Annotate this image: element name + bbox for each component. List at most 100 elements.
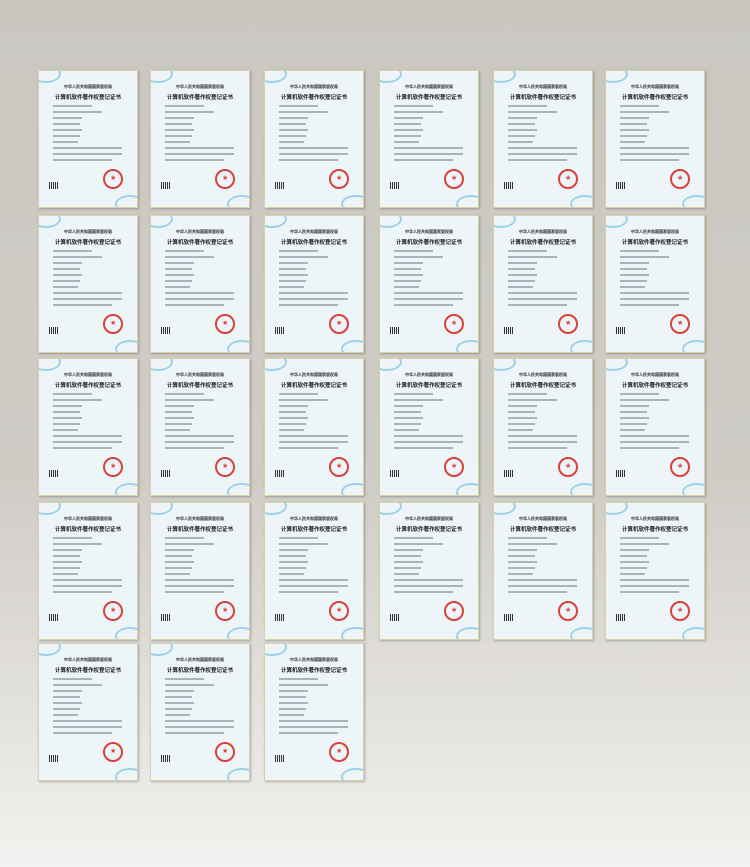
text-line — [394, 561, 424, 563]
text-line — [394, 549, 424, 551]
text-line — [279, 147, 348, 149]
text-line — [508, 135, 536, 137]
text-line — [279, 405, 309, 407]
text-line — [279, 399, 328, 401]
text-line — [508, 579, 577, 581]
text-line — [53, 411, 81, 413]
text-line — [394, 147, 463, 149]
text-line — [53, 250, 93, 252]
text-line — [620, 262, 650, 264]
text-line — [508, 591, 567, 593]
text-line — [279, 141, 305, 143]
text-line — [165, 690, 195, 692]
text-line — [279, 111, 328, 113]
barcode — [161, 327, 170, 334]
text-line — [279, 567, 307, 569]
issuer-text: 中华人民共和国国家版权局 — [290, 229, 338, 234]
text-line — [53, 292, 122, 294]
certificate-title: 计算机软件著作权登记证书 — [621, 383, 688, 389]
text-line — [165, 405, 195, 407]
issuer-text: 中华人民共和国国家版权局 — [64, 657, 112, 662]
text-line — [53, 274, 83, 276]
text-line — [620, 585, 689, 587]
red-seal-icon: ★ — [329, 742, 349, 762]
text-line — [165, 720, 234, 722]
text-line — [165, 696, 193, 698]
text-line — [53, 262, 83, 264]
text-line — [394, 298, 463, 300]
certificate: 中华人民共和国国家版权局 计算机软件著作权登记证书 ★ — [493, 502, 593, 640]
text-line — [53, 123, 81, 125]
text-line — [394, 435, 463, 437]
certificate: 中华人民共和国国家版权局 计算机软件著作权登记证书 ★ — [493, 215, 593, 353]
issuer-text: 中华人民共和国国家版权局 — [290, 516, 338, 521]
text-line — [53, 678, 93, 680]
red-seal-icon: ★ — [215, 314, 235, 334]
text-line — [165, 555, 193, 557]
text-line — [620, 123, 648, 125]
text-line — [53, 714, 79, 716]
text-line — [53, 135, 81, 137]
red-seal-icon: ★ — [670, 314, 690, 334]
text-line — [53, 141, 79, 143]
text-line — [620, 393, 660, 395]
red-seal-icon: ★ — [670, 169, 690, 189]
text-line — [394, 129, 424, 131]
issuer-text: 中华人民共和国国家版权局 — [64, 516, 112, 521]
text-line — [279, 714, 305, 716]
text-line — [53, 690, 83, 692]
text-line — [620, 429, 646, 431]
text-line — [165, 429, 191, 431]
text-line — [620, 286, 646, 288]
certificate-title: 计算机软件著作权登记证书 — [280, 527, 347, 533]
text-line — [508, 393, 548, 395]
text-line — [53, 256, 102, 258]
text-line — [620, 292, 689, 294]
text-line — [279, 585, 348, 587]
text-line — [394, 579, 463, 581]
certificate: 中华人民共和国国家版权局 计算机软件著作权登记证书 ★ — [379, 502, 479, 640]
text-line — [394, 111, 443, 113]
text-line — [620, 111, 669, 113]
certificate-title: 计算机软件著作权登记证书 — [395, 383, 462, 389]
text-line — [279, 435, 348, 437]
text-line — [53, 561, 83, 563]
barcode — [275, 755, 284, 762]
text-line — [394, 262, 424, 264]
red-seal-icon: ★ — [558, 169, 578, 189]
text-line — [620, 135, 648, 137]
issuer-text: 中华人民共和国国家版权局 — [290, 657, 338, 662]
red-seal-icon: ★ — [444, 457, 464, 477]
text-line — [53, 417, 83, 419]
text-line — [394, 123, 422, 125]
text-line — [620, 591, 679, 593]
certificate-title: 计算机软件著作权登记证书 — [166, 240, 233, 246]
red-seal-icon: ★ — [103, 601, 123, 621]
text-line — [53, 732, 112, 734]
text-line — [165, 411, 193, 413]
red-seal-icon: ★ — [670, 457, 690, 477]
barcode — [616, 614, 625, 621]
text-line — [165, 105, 205, 107]
certificate: 中华人民共和国国家版权局 计算机软件著作权登记证书 ★ — [150, 70, 250, 208]
text-line — [508, 585, 577, 587]
certificate-title: 计算机软件著作权登记证书 — [280, 240, 347, 246]
text-line — [279, 573, 305, 575]
certificate-title: 计算机软件著作权登记证书 — [621, 95, 688, 101]
text-line — [279, 280, 307, 282]
text-line — [165, 417, 195, 419]
text-line — [53, 696, 81, 698]
text-line — [620, 274, 650, 276]
text-line — [394, 429, 420, 431]
certificate: 中华人民共和国国家版权局 计算机软件著作权登记证书 ★ — [379, 215, 479, 353]
text-line — [165, 153, 234, 155]
barcode — [49, 470, 58, 477]
text-line — [53, 286, 79, 288]
text-line — [620, 549, 650, 551]
issuer-text: 中华人民共和国国家版权局 — [631, 229, 679, 234]
issuer-text: 中华人民共和国国家版权局 — [519, 84, 567, 89]
barcode — [161, 182, 170, 189]
red-seal-icon: ★ — [329, 169, 349, 189]
text-line — [620, 405, 650, 407]
issuer-text: 中华人民共和国国家版权局 — [64, 372, 112, 377]
